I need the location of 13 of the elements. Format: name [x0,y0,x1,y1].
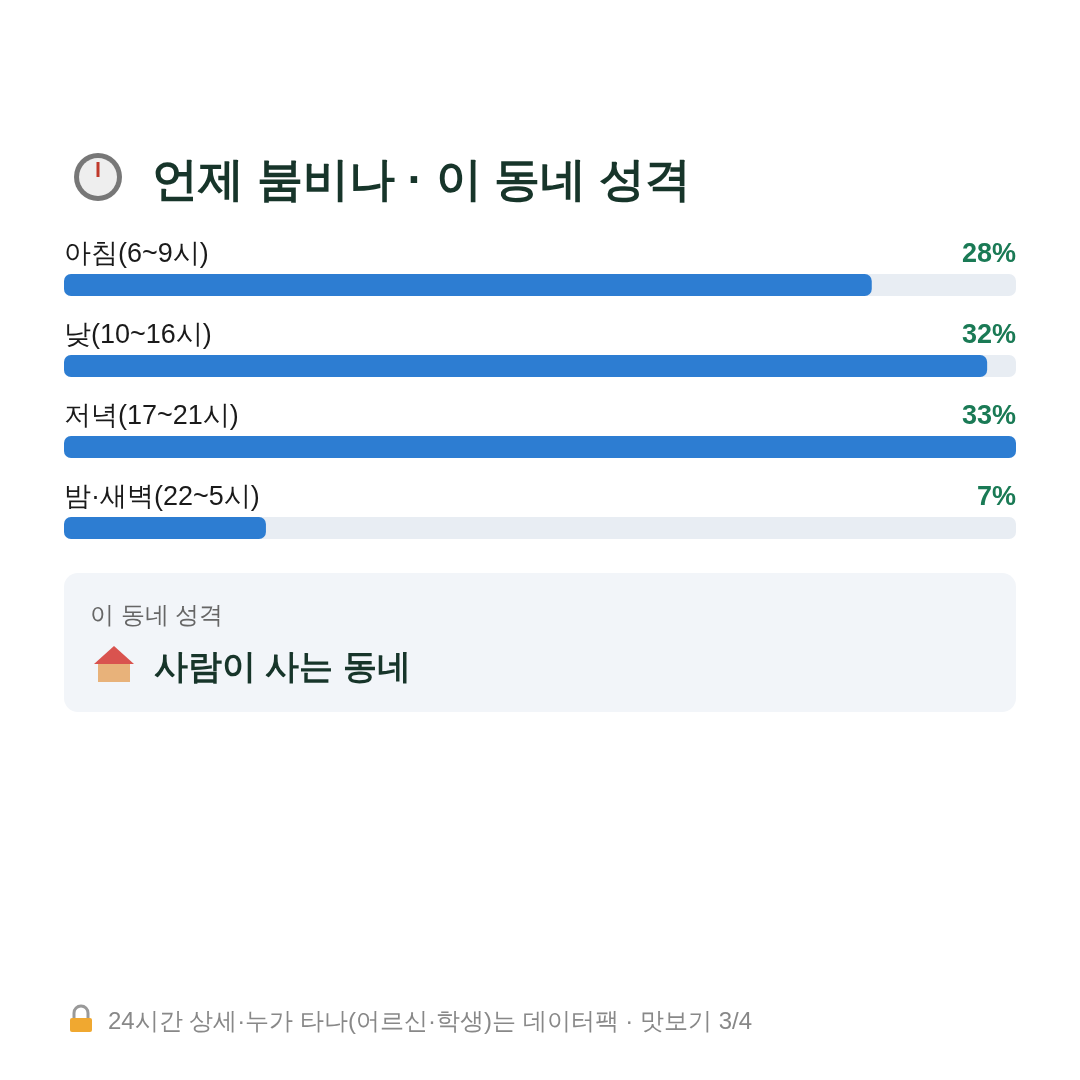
text: 사람이 사는 동네 [154,647,411,685]
data-label: 7% [976,481,1016,511]
y-tick-label: 밤·새벽(22~5시) [64,481,260,511]
data-label: 33% [961,400,1016,430]
y-tick-label: 저녁(17~21시) [64,400,239,430]
data-label: 28% [961,238,1016,268]
bar [64,517,266,539]
text: 24시간 상세·누가 타나(어르신·학생)는 데이터팩 · 맛보기 3/4 [108,1007,753,1034]
data-label: 32% [961,319,1016,349]
text: 이 동네 성격 [90,601,224,628]
y-tick-label: 낮(10~16시) [64,319,212,349]
chart-title: 언제 붐비나 · 이 동네 성격 [152,153,692,205]
y-tick-label: 아침(6~9시) [64,238,209,268]
